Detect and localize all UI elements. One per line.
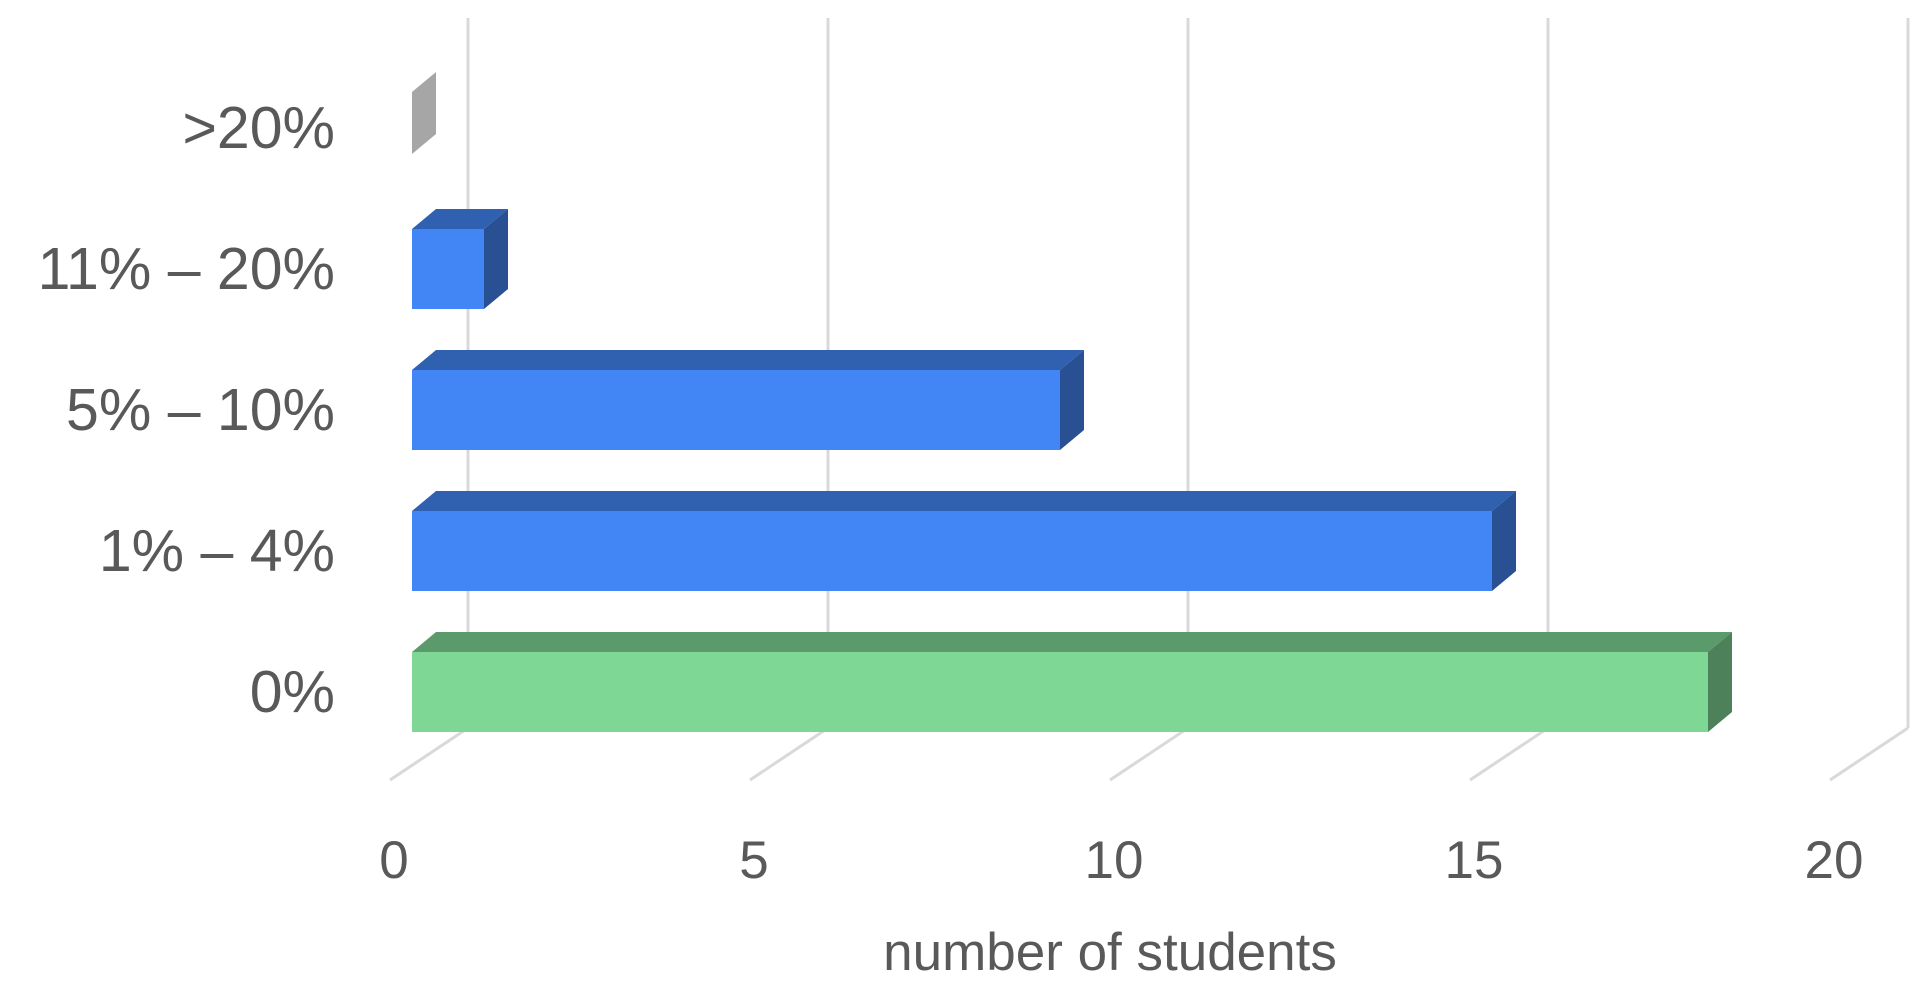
bar-2 bbox=[412, 350, 1084, 450]
gridlines bbox=[389, 18, 1910, 782]
bar-top-face-0 bbox=[412, 632, 1732, 652]
bar-top-face-1 bbox=[412, 491, 1516, 511]
bar-side-face-0 bbox=[1708, 632, 1732, 732]
category-label-0: 0% bbox=[250, 659, 335, 725]
bar-front-face-3 bbox=[412, 229, 484, 309]
bar-top-face-3 bbox=[412, 209, 508, 229]
floor-gridline-3 bbox=[1469, 726, 1549, 782]
bar-1 bbox=[412, 491, 1516, 591]
x-tick-label-3: 15 bbox=[1445, 831, 1504, 890]
bar-4 bbox=[412, 72, 436, 154]
x-tick-label-1: 5 bbox=[739, 831, 768, 890]
category-label-1: 1% – 4% bbox=[99, 518, 335, 584]
bar-side-face-2 bbox=[1060, 350, 1084, 450]
category-label-2: 5% – 10% bbox=[66, 377, 335, 443]
x-tick-labels: 0 5 10 15 20 bbox=[379, 831, 1863, 890]
floor-gridline-4 bbox=[1829, 726, 1909, 782]
floor-gridline-1 bbox=[749, 726, 829, 782]
bar-0 bbox=[412, 632, 1732, 732]
bar-front-face-2 bbox=[412, 370, 1060, 450]
x-axis-title: number of students bbox=[883, 923, 1337, 982]
bar-front-face-1 bbox=[412, 511, 1492, 591]
bar-side-face-1 bbox=[1492, 491, 1516, 591]
x-tick-label-0: 0 bbox=[379, 831, 408, 890]
category-label-4: >20% bbox=[182, 95, 335, 161]
category-label-3: 11% – 20% bbox=[38, 236, 335, 302]
bar-side-face-3 bbox=[484, 209, 508, 309]
bar-front-face-0 bbox=[412, 652, 1708, 732]
category-labels: >20% 11% – 20% 5% – 10% 1% – 4% 0% bbox=[38, 95, 335, 725]
x-tick-label-4: 20 bbox=[1805, 831, 1864, 890]
bar-sliver-4 bbox=[412, 72, 436, 154]
floor-gridline-2 bbox=[1109, 726, 1189, 782]
bar-3 bbox=[412, 209, 508, 309]
bar-top-face-2 bbox=[412, 350, 1084, 370]
bars bbox=[412, 72, 1732, 732]
floor-gridline-0 bbox=[389, 726, 469, 782]
x-tick-label-2: 10 bbox=[1085, 831, 1144, 890]
